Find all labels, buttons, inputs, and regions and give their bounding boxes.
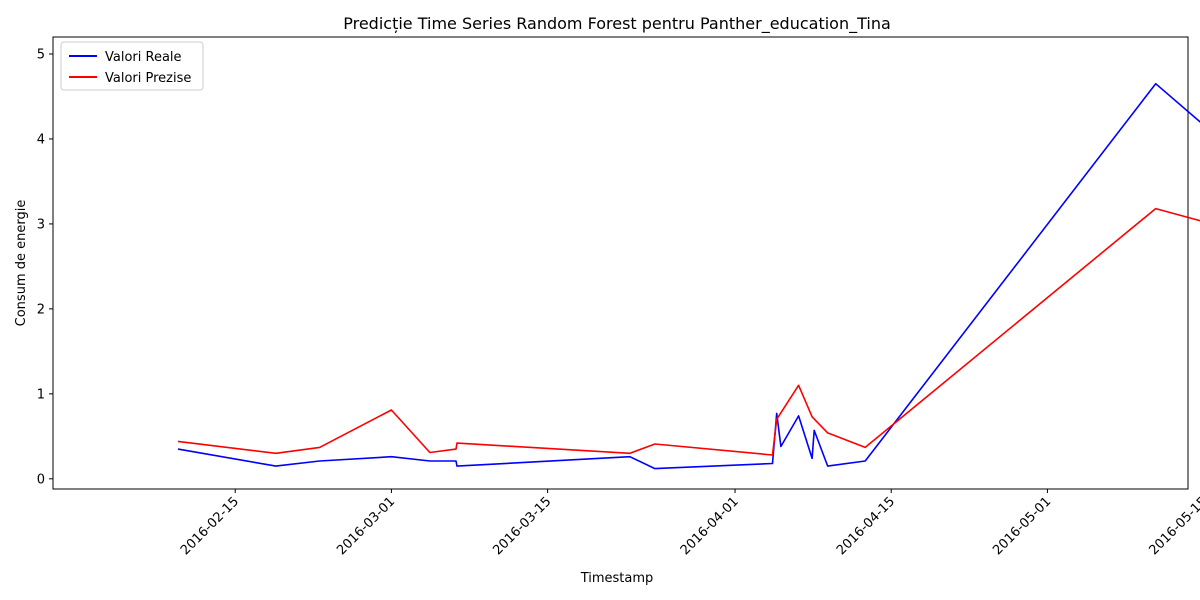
legend-label-valori-reale: Valori Reale: [105, 50, 182, 65]
plot-frame: [52, 36, 1189, 490]
y-tick-label: 2: [37, 302, 45, 317]
x-tick-label: 2016-05-01: [990, 494, 1054, 558]
legend: Valori Reale Valori Prezise: [60, 41, 204, 91]
chart-title: Predicție Time Series Random Forest pent…: [343, 14, 891, 34]
x-tick-label: 2016-02-15: [178, 494, 242, 558]
y-tick-label: 4: [37, 132, 45, 147]
y-tick-label: 1: [37, 387, 45, 402]
series-layer: [177, 82, 1200, 470]
plot-area: [52, 36, 1200, 490]
series-line-valori-reale: [177, 82, 1200, 470]
x-tick-label: 2016-04-01: [678, 494, 742, 558]
y-tick-label: 0: [37, 472, 45, 487]
x-tick-label: 2016-03-01: [334, 494, 398, 558]
y-tick-label: 3: [37, 217, 45, 232]
y-axis-label: Consum de energie: [14, 200, 29, 327]
x-tick-label: 2016-03-15: [490, 494, 554, 558]
x-axis-label: Timestamp: [580, 571, 654, 586]
series-line-valori-prezise: [177, 207, 1200, 456]
x-axis-ticks: 2016-02-15 2016-03-01 2016-03-15 2016-04-01…: [178, 489, 1200, 558]
y-axis-ticks: 0 1 2 3 4 5: [37, 47, 53, 487]
y-tick-label: 5: [37, 47, 45, 62]
legend-label-valori-prezise: Valori Prezise: [105, 71, 191, 86]
x-tick-label: 2016-04-15: [834, 494, 898, 558]
x-tick-label: 2016-05-15: [1146, 494, 1200, 558]
